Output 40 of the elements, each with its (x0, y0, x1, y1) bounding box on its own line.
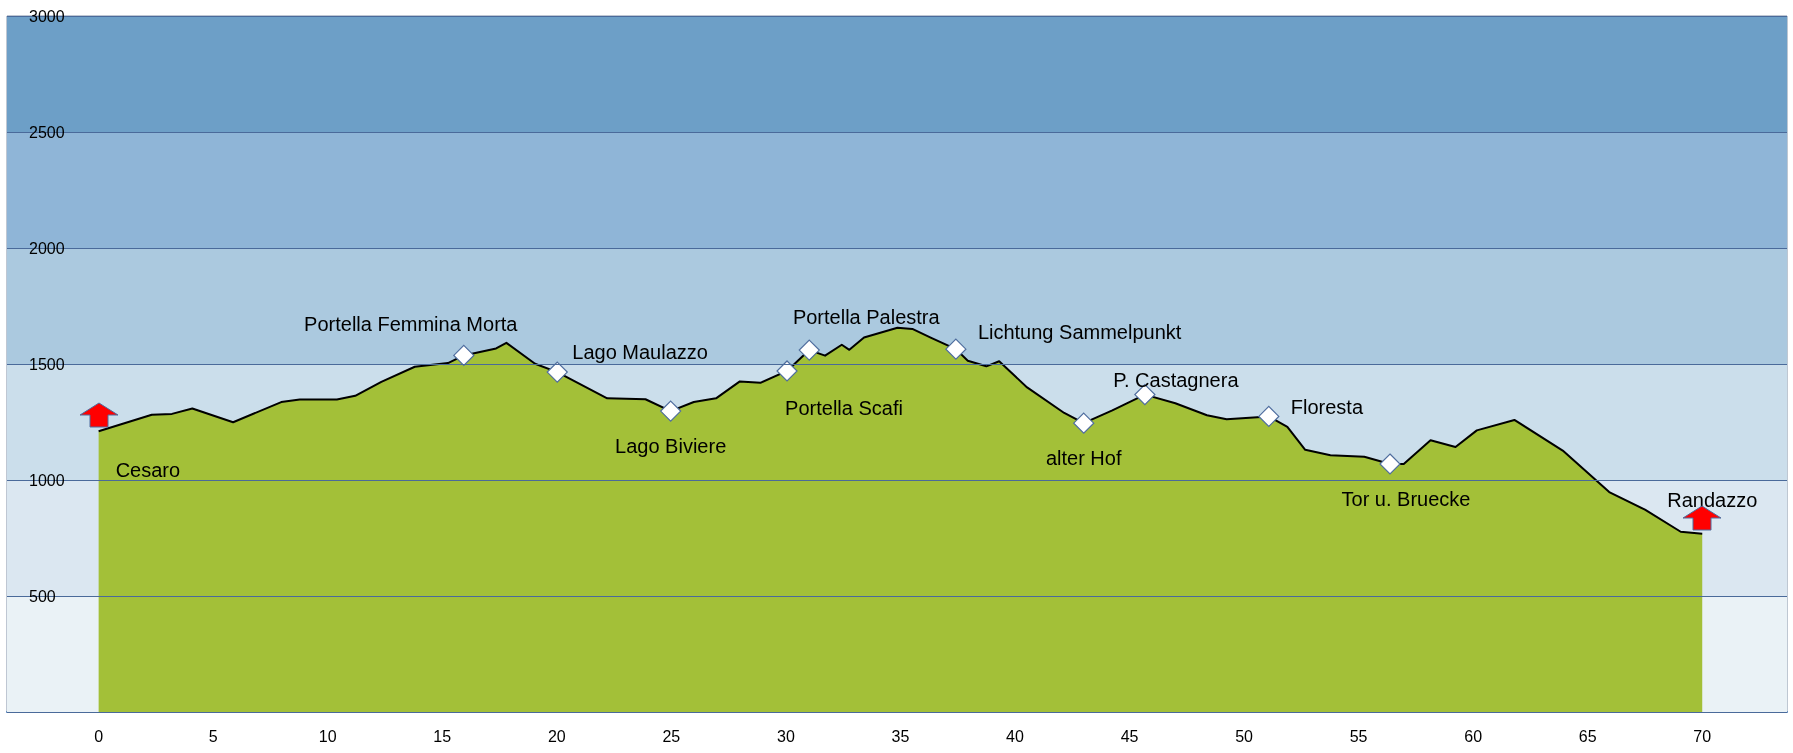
annotation: Tor u. Bruecke (1341, 487, 1471, 510)
annotation: Randazzo (1667, 488, 1758, 511)
annotation: Lago Biviere (615, 435, 727, 458)
x-tick-label: 60 (1464, 727, 1483, 745)
y-tick-label: 1000 (29, 471, 65, 489)
point (776, 360, 798, 382)
point (1379, 453, 1401, 475)
annotation: Portella Femmina Morta (304, 313, 519, 336)
x-tick-label: 35 (891, 727, 910, 745)
point (453, 344, 475, 367)
x-tick-label: 10 (318, 727, 337, 745)
x-tick-label: 25 (662, 727, 681, 745)
point (798, 339, 820, 361)
annotation: Portella Palestra (792, 306, 941, 329)
x-tick-label: 55 (1349, 727, 1368, 745)
x-tick-label: 70 (1693, 727, 1712, 745)
x-tick-label: 40 (1006, 727, 1024, 745)
x-tick-label: 0 (94, 727, 104, 745)
x-tick-label: 45 (1120, 727, 1139, 745)
y-tick-label: 2500 (29, 123, 65, 141)
x-tick-label: 5 (208, 727, 218, 745)
point (1258, 405, 1280, 428)
point (546, 361, 568, 383)
annotation: alter Hof (1045, 447, 1122, 470)
point (1073, 412, 1095, 434)
y-tick-label: 1500 (29, 355, 65, 373)
point (945, 338, 967, 360)
x-tick-label: 20 (547, 727, 566, 745)
annotation: P. Castagnera (1113, 368, 1240, 391)
point (660, 400, 682, 422)
y-tick-label: 2000 (29, 239, 65, 257)
x-tick-label: 30 (776, 727, 795, 745)
annotation: Portella Scafi (785, 396, 903, 419)
x-tick-label: 65 (1578, 727, 1597, 745)
annotation: Floresta (1290, 396, 1364, 419)
annotation: Lago Maulazzo (572, 341, 708, 364)
annotation: Lichtung Sammelpunkt (977, 321, 1182, 344)
x-tick-label: 15 (433, 727, 452, 745)
x-tick-label: 50 (1235, 727, 1254, 745)
annotation: Cesaro (115, 459, 181, 482)
